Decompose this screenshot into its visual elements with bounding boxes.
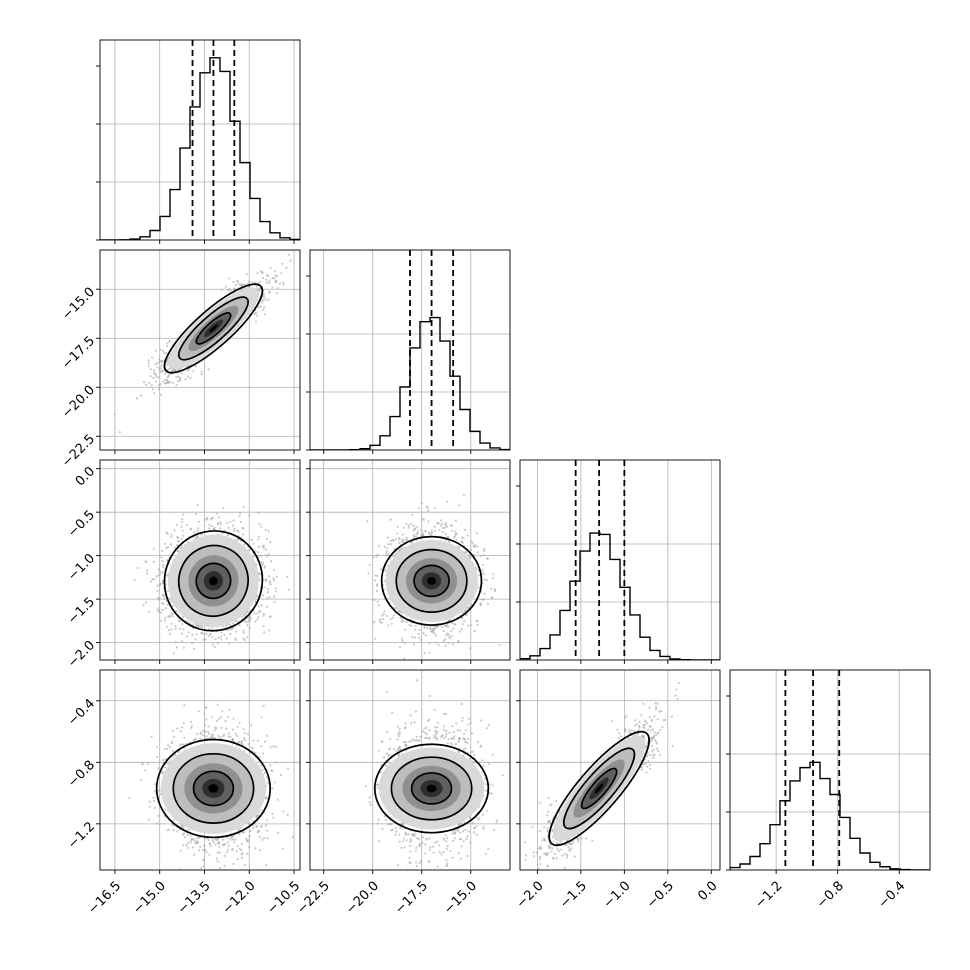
panel-frame xyxy=(519,669,721,871)
x-tick-label-2-4: 0.0 xyxy=(695,879,720,904)
contour-2 xyxy=(195,312,232,345)
panel-frame xyxy=(99,669,301,871)
panel-frame xyxy=(519,459,721,661)
x-tick-label-3-0: −1.2 xyxy=(752,879,785,912)
histogram-step xyxy=(520,532,720,660)
y-tick-label-3-1: −0.8 xyxy=(65,758,98,791)
histogram-panel-1 xyxy=(306,249,511,454)
contour-2 xyxy=(413,564,450,598)
histogram-panel-2 xyxy=(516,459,721,664)
density-level-5 xyxy=(209,576,218,586)
density-level-5 xyxy=(427,576,436,585)
scatter-panel-2-0 xyxy=(96,459,301,664)
y-tick-label-2-1: −1.5 xyxy=(65,595,98,628)
x-tick-label-1-2: −17.5 xyxy=(392,879,431,918)
y-tick-label-3-0: −1.2 xyxy=(65,819,98,852)
x-tick-label-1-3: −15.0 xyxy=(441,879,480,918)
x-tick-label-3-1: −0.8 xyxy=(814,879,847,912)
y-tick-label-1-3: −15.0 xyxy=(59,285,98,324)
contour-1 xyxy=(177,296,249,361)
grid-lines xyxy=(100,40,300,240)
density-level-5 xyxy=(426,784,437,793)
x-tick-label-2-3: −0.5 xyxy=(644,879,677,912)
contour-2 xyxy=(195,562,232,600)
x-tick-label-2-2: −1.0 xyxy=(601,879,634,912)
x-tick-label-1-0: −22.5 xyxy=(294,879,333,918)
contour-0 xyxy=(380,535,483,626)
contour-2 xyxy=(410,772,453,805)
x-tick-label-1-1: −20.0 xyxy=(343,879,382,918)
density-level-5 xyxy=(208,784,219,793)
x-tick-label-0-4: −10.5 xyxy=(265,879,304,918)
contour-1 xyxy=(177,544,249,618)
contour-0 xyxy=(548,730,650,847)
contour-0 xyxy=(163,530,264,632)
panel-frame xyxy=(99,39,301,241)
y-tick-label-2-3: −0.5 xyxy=(65,508,98,541)
panel-frame xyxy=(99,459,301,661)
histogram-panel-0 xyxy=(96,39,301,244)
scatter-panel-2-1 xyxy=(306,459,511,664)
grid-lines xyxy=(730,670,930,870)
panel-frame xyxy=(309,669,511,871)
scatter-panel-3-2 xyxy=(516,669,721,874)
x-tick-label-0-2: −13.5 xyxy=(175,879,214,918)
x-tick-label-2-1: −1.5 xyxy=(557,879,590,912)
density-level-5 xyxy=(594,783,604,794)
panel-frame xyxy=(99,249,301,451)
y-tick-label-2-4: 0.0 xyxy=(73,464,98,489)
scatter-panel-3-1 xyxy=(306,669,511,874)
contour-1 xyxy=(562,747,636,830)
density-level-5 xyxy=(209,324,218,333)
contour-0 xyxy=(373,743,490,834)
y-tick-label-1-2: −17.5 xyxy=(59,334,98,373)
y-tick-label-1-0: −22.5 xyxy=(59,432,98,471)
contour-0 xyxy=(163,283,264,374)
panel-frame xyxy=(309,249,511,451)
y-tick-label-2-2: −1.0 xyxy=(65,551,98,584)
x-tick-label-0-3: −12.0 xyxy=(220,879,259,918)
contour-1 xyxy=(172,752,255,824)
contour-0 xyxy=(155,738,272,839)
y-tick-label-2-0: −2.0 xyxy=(65,638,98,671)
panel-frame xyxy=(309,459,511,661)
x-tick-label-0-1: −15.0 xyxy=(130,879,169,918)
x-tick-label-0-0: −16.5 xyxy=(85,879,124,918)
scatter-panel-1-0 xyxy=(96,249,301,454)
contour-2 xyxy=(192,770,235,807)
y-tick-label-1-1: −20.0 xyxy=(59,383,98,422)
contour-1 xyxy=(395,548,468,613)
histogram-panel-3 xyxy=(726,669,931,874)
panel-frame xyxy=(729,669,931,871)
contour-1 xyxy=(390,756,473,821)
histogram-step xyxy=(100,57,300,240)
scatter-panel-3-0 xyxy=(96,669,301,874)
contour-2 xyxy=(580,767,618,810)
x-tick-label-3-2: −0.4 xyxy=(876,879,909,912)
x-tick-label-2-0: −2.0 xyxy=(514,879,547,912)
histogram-step xyxy=(730,761,930,870)
y-tick-label-3-2: −0.4 xyxy=(65,696,98,729)
